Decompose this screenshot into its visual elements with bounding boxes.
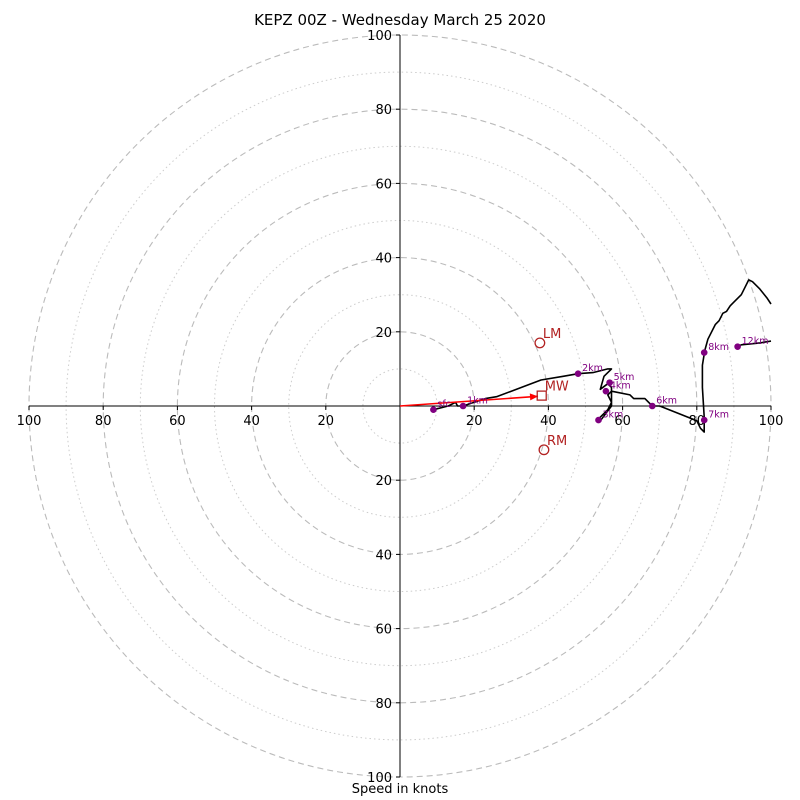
- mean-wind-arrow: [399, 395, 539, 407]
- x-axis-label: Speed in knots: [351, 782, 449, 797]
- height-marker-label: 12km: [742, 336, 769, 347]
- height-marker-dot: [606, 379, 613, 386]
- y-tick-label: 40: [375, 252, 392, 267]
- y-tick-label: 60: [375, 623, 392, 638]
- y-tick-label: 40: [375, 548, 392, 563]
- x-tick-label: 20: [466, 414, 483, 429]
- height-marker-dot: [459, 402, 467, 410]
- chart-title: KEPZ 00Z - Wednesday March 25 2020: [254, 11, 546, 29]
- y-tick-label: 80: [375, 103, 392, 118]
- y-tick-label: 60: [375, 177, 392, 192]
- x-tick-label: 60: [614, 414, 631, 429]
- height-marker-label: 3km: [602, 410, 623, 421]
- x-tick-label: 40: [243, 414, 260, 429]
- y-tick-label: 20: [375, 326, 392, 341]
- x-tick-label: 60: [169, 414, 186, 429]
- height-marker-dot: [700, 349, 708, 356]
- height-marker-dot: [574, 370, 582, 378]
- y-tick-label: 100: [367, 771, 392, 786]
- y-tick-label: 20: [375, 474, 392, 489]
- height-marker-label: 1km: [467, 396, 488, 407]
- mean-wind-arrowhead: [529, 393, 539, 401]
- height-marker-dot: [734, 343, 741, 350]
- tick-labels: 1001008080606040402020202040406060808010…: [17, 29, 784, 786]
- storm-motion-label: RM: [547, 434, 567, 449]
- storm-motion-label: MW: [545, 380, 569, 395]
- height-marker-dot: [430, 406, 437, 414]
- x-tick-label: 40: [540, 414, 557, 429]
- y-tick-label: 100: [367, 29, 392, 44]
- height-marker-label: 5km: [614, 372, 635, 383]
- x-tick-label: 80: [95, 414, 112, 429]
- x-tick-label: 100: [759, 414, 784, 429]
- height-marker-dot: [602, 387, 610, 395]
- height-marker-label: 2km: [582, 363, 603, 374]
- height-marker-label: 6km: [656, 396, 677, 407]
- height-marker-label: sfc: [437, 399, 451, 410]
- x-tick-label: 100: [17, 414, 42, 429]
- storm-motion-circle: [538, 444, 550, 456]
- height-marker-dot: [700, 416, 708, 424]
- y-tick-label: 80: [375, 697, 392, 712]
- height-marker-dot: [595, 416, 602, 424]
- storm-motion-square: [536, 390, 547, 401]
- wind-trace-line: [433, 279, 772, 433]
- x-tick-label: 20: [318, 414, 335, 429]
- height-marker-label: 7km: [708, 410, 729, 421]
- storm-motion-markers: LM MW RM: [534, 327, 569, 456]
- storm-motion-label: LM: [543, 327, 561, 342]
- height-marker-label: 8km: [708, 342, 729, 353]
- height-marker-label: 4km: [610, 381, 631, 392]
- height-marker-dot: [648, 402, 656, 410]
- storm-motion-circle: [534, 337, 546, 349]
